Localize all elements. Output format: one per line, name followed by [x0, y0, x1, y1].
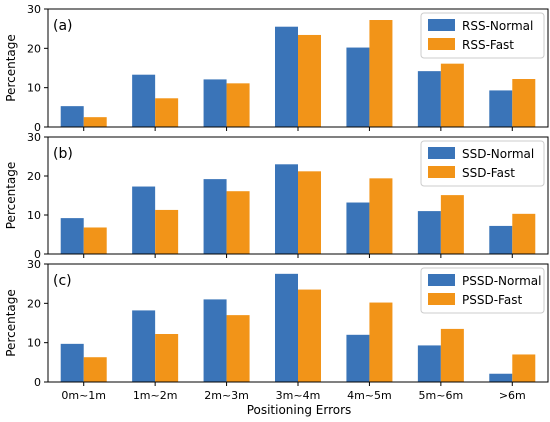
legend: PSSD-Normal PSSD-Fast — [420, 267, 545, 314]
panel-tag: (a) — [53, 18, 73, 34]
legend-label: PSSD-Normal — [462, 274, 541, 288]
y-tick-label: 10 — [27, 82, 41, 95]
bar-normal — [132, 310, 156, 382]
bar-fast — [440, 63, 464, 127]
panel-1: 0 10 20 30 Percentage (a) RSS-Normal RSS-Fast — [4, 3, 549, 134]
legend-swatch-normal — [428, 147, 455, 159]
y-tick-label: 0 — [34, 376, 41, 389]
legend-swatch-fast — [428, 166, 455, 178]
legend-swatch-fast — [428, 38, 455, 50]
bar-fast — [155, 209, 179, 254]
bar-fast — [83, 357, 107, 382]
plot-frame — [47, 136, 549, 255]
bar-fast — [155, 98, 179, 127]
y-tick-label: 30 — [27, 131, 41, 144]
bar-normal — [60, 218, 84, 254]
y-tick-label: 30 — [27, 258, 41, 271]
y-tick-label: 0 — [34, 248, 41, 261]
panel-tag: (c) — [53, 273, 72, 289]
x-tick-label: 3m~4m — [276, 389, 321, 402]
bar-normal — [275, 273, 298, 382]
bar-normal — [489, 373, 513, 382]
bar-fast — [512, 354, 536, 382]
bar-fast — [83, 117, 107, 127]
y-tick-label: 0 — [34, 121, 41, 134]
bar-normal — [417, 345, 441, 382]
bar-fast — [298, 34, 321, 127]
legend-label: RSS-Fast — [462, 38, 514, 52]
y-axis-title: Percentage — [4, 162, 18, 230]
bar-fast — [440, 328, 464, 382]
x-tick-label: 5m~6m — [419, 389, 464, 402]
bar-normal — [489, 225, 513, 254]
plot-frame — [47, 263, 549, 383]
bar-normal — [489, 90, 513, 127]
bar-fast — [512, 79, 536, 127]
bar-normal — [275, 26, 298, 128]
x-tick-label: >6m — [499, 389, 526, 402]
y-tick-label: 20 — [27, 42, 41, 55]
bar-fast — [226, 315, 250, 382]
y-tick-label: 20 — [27, 170, 41, 183]
y-tick-label: 10 — [27, 337, 41, 350]
bar-normal — [417, 71, 441, 127]
bar-fast — [155, 334, 179, 382]
y-tick-label: 20 — [27, 297, 41, 310]
legend-label: SSD-Normal — [462, 147, 534, 161]
bar-fast — [83, 227, 107, 254]
y-axis-title: Percentage — [4, 289, 18, 357]
bar-fast — [369, 302, 393, 382]
panel-3: 0 10 20 30 0m~1m 1m~2m 2m~3m 3m~4m 4m~5m 5m~6m >6m… — [4, 258, 549, 402]
legend-swatch-normal — [428, 19, 455, 31]
legend-label: SSD-Fast — [462, 166, 515, 180]
bar-normal — [132, 186, 156, 254]
bar-fast — [298, 171, 321, 254]
bar-normal — [275, 164, 298, 254]
y-tick-label: 10 — [27, 209, 41, 222]
x-tick-label: 2m~3m — [204, 389, 249, 402]
bar-normal — [60, 106, 84, 127]
legend-swatch-normal — [428, 274, 455, 286]
x-tick-label: 0m~1m — [61, 389, 106, 402]
bar-normal — [203, 79, 227, 127]
legend-label: RSS-Normal — [462, 19, 533, 33]
panel-2: 0 10 20 30 Percentage (b) SSD-Normal SSD-Fast — [4, 131, 549, 261]
legend: RSS-Normal RSS-Fast — [420, 12, 545, 59]
bar-normal — [346, 47, 370, 127]
bar-fast — [298, 289, 321, 382]
x-axis-title: Positioning Errors — [247, 403, 352, 417]
panel-tag: (b) — [53, 146, 73, 162]
bar-fast — [440, 195, 464, 254]
x-tick-label: 1m~2m — [133, 389, 178, 402]
bar-fast — [369, 178, 393, 254]
legend: SSD-Normal SSD-Fast — [420, 140, 545, 187]
bar-normal — [203, 299, 227, 382]
bar-normal — [417, 211, 441, 254]
bar-normal — [203, 179, 227, 254]
bar-fast — [512, 213, 536, 254]
legend-label: PSSD-Fast — [462, 293, 522, 307]
bar-fast — [369, 20, 393, 127]
bar-normal — [60, 343, 84, 382]
bar-normal — [132, 74, 156, 127]
bar-fast — [226, 83, 250, 127]
bar-normal — [346, 334, 370, 382]
bar-normal — [346, 202, 370, 254]
legend-swatch-fast — [428, 293, 455, 305]
x-tick-label: 4m~5m — [347, 389, 392, 402]
plot-frame — [47, 8, 549, 128]
y-tick-label: 30 — [27, 3, 41, 16]
bar-fast — [226, 191, 250, 254]
y-axis-title: Percentage — [4, 34, 18, 102]
